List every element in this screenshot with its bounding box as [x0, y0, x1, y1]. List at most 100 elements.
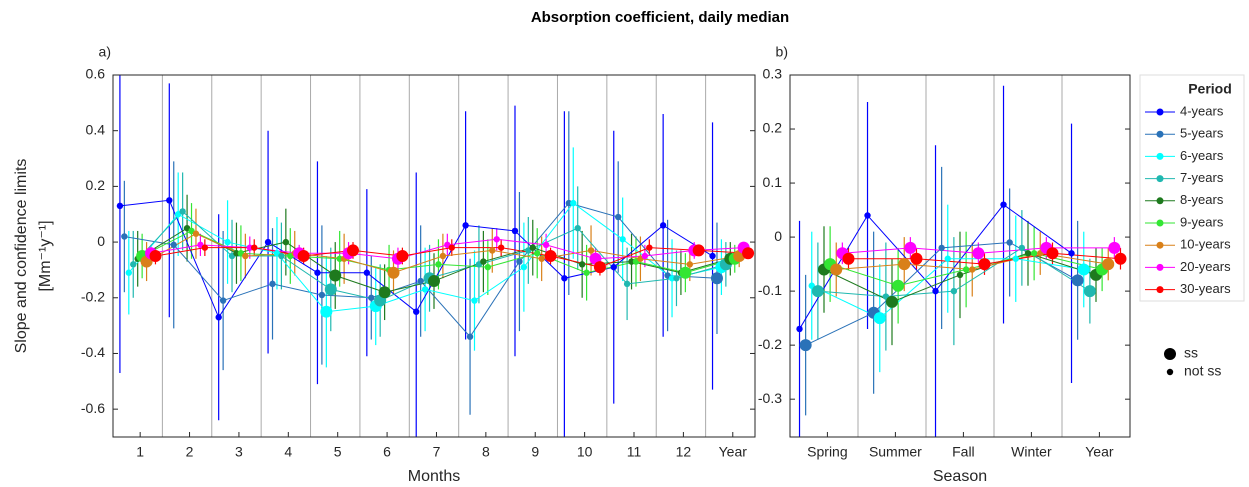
marker-not-ss: [282, 238, 290, 246]
x-tick-label: Fall: [952, 444, 975, 460]
marker-not-ss: [489, 247, 496, 254]
marker-not-ss: [192, 230, 200, 237]
legend-marker: [1156, 108, 1164, 116]
marker-not-ss: [529, 244, 536, 251]
marker-ss: [428, 275, 440, 288]
marker-not-ss: [1030, 250, 1038, 257]
marker-not-ss: [439, 252, 447, 260]
marker-not-ss: [484, 263, 492, 271]
marker-not-ss: [956, 271, 964, 279]
marker-ss: [396, 250, 409, 262]
legend-not-ss-marker: [1166, 368, 1174, 376]
y-tick-label: 0.1: [763, 174, 783, 190]
y-axis-label: [Mm⁻¹y⁻¹]: [37, 220, 54, 291]
x-tick-label: 4: [284, 444, 292, 460]
marker-not-ss: [646, 244, 653, 251]
marker-not-ss: [1000, 201, 1007, 208]
marker-ss: [329, 269, 342, 282]
marker-not-ss: [413, 308, 420, 315]
marker-not-ss: [938, 244, 945, 252]
marker-not-ss: [318, 291, 326, 299]
marker-ss: [972, 247, 985, 260]
marker-not-ss: [962, 266, 970, 273]
x-tick-label: 11: [627, 444, 642, 460]
y-tick-label: 0.2: [86, 177, 106, 193]
marker-ss: [387, 266, 400, 279]
marker-not-ss: [1006, 239, 1013, 246]
marker-not-ss: [686, 261, 694, 268]
legend-label: 9-years: [1180, 214, 1224, 229]
x-tick-label: 1: [136, 444, 144, 460]
marker-not-ss: [417, 277, 424, 285]
marker-not-ss: [659, 222, 667, 229]
marker-ss: [692, 244, 705, 257]
x-tick-label: 9: [531, 444, 539, 460]
marker-not-ss: [1068, 250, 1075, 257]
legend-marker: [1156, 152, 1164, 160]
marker-not-ss: [520, 263, 528, 271]
marker-not-ss: [121, 233, 128, 240]
x-tick-label: 12: [676, 444, 692, 460]
marker-not-ss: [264, 238, 272, 246]
marker-not-ss: [471, 297, 478, 304]
marker-not-ss: [570, 199, 577, 207]
marker-ss: [1046, 247, 1059, 260]
x-tick-label: Summer: [869, 444, 922, 460]
x-tick-label: 8: [482, 444, 490, 460]
x-tick-label: Winter: [1011, 444, 1052, 460]
marker-not-ss: [170, 241, 177, 249]
marker-ss: [742, 247, 755, 260]
marker-ss: [378, 286, 391, 299]
x-tick-label: 3: [235, 444, 243, 460]
x-tick-label: 10: [577, 444, 593, 460]
marker-not-ss: [421, 286, 429, 293]
marker-ss: [1114, 252, 1127, 265]
marker-not-ss: [796, 325, 803, 333]
marker-not-ss: [251, 244, 258, 251]
marker-not-ss: [116, 202, 124, 210]
x-tick-label: Year: [1085, 444, 1114, 460]
marker-not-ss: [201, 244, 209, 251]
marker-not-ss: [480, 258, 487, 265]
marker-ss: [1083, 285, 1096, 298]
x-axis-label: Months: [408, 468, 460, 485]
marker-not-ss: [864, 212, 871, 219]
legend-label: 7-years: [1180, 170, 1224, 185]
legend-ss-marker: [1164, 348, 1176, 360]
marker-not-ss: [565, 199, 573, 207]
marker-not-ss: [224, 238, 231, 246]
marker-not-ss: [368, 294, 375, 301]
marker-not-ss: [628, 258, 635, 265]
legend-label: 5-years: [1180, 126, 1224, 141]
marker-ss: [842, 252, 855, 265]
y-tick-label: 0.6: [86, 66, 106, 82]
marker-not-ss: [1024, 250, 1032, 257]
y-tick-label: 0.4: [86, 121, 106, 137]
marker-not-ss: [242, 252, 249, 260]
marker-not-ss: [278, 252, 285, 260]
marker-not-ss: [336, 255, 343, 262]
marker-ss: [1102, 258, 1115, 271]
y-tick-label: 0: [774, 228, 782, 244]
marker-ss: [679, 266, 692, 279]
marker-not-ss: [466, 333, 474, 340]
marker-ss: [830, 263, 843, 276]
marker-ss: [324, 283, 337, 296]
x-tick-label: Year: [719, 444, 748, 460]
plot-area: [116, 75, 755, 437]
legend: Period 4-years 5-years 6-years 7-years 8-year…: [1139, 74, 1245, 302]
plot-area: [796, 85, 1127, 437]
marker-ss: [1077, 263, 1090, 276]
marker-ss: [811, 285, 824, 298]
marker-ss: [544, 250, 557, 262]
legend-marker: [1156, 286, 1164, 294]
marker-not-ss: [166, 197, 173, 204]
legend-marker: [1156, 219, 1164, 227]
legend-label: 20-years: [1180, 259, 1231, 274]
marker-not-ss: [516, 258, 523, 265]
marker-not-ss: [610, 263, 617, 271]
marker-not-ss: [462, 222, 469, 229]
legend-label: 4-years: [1180, 103, 1224, 118]
y-tick-label: 0: [97, 233, 105, 249]
marker-not-ss: [493, 236, 500, 243]
